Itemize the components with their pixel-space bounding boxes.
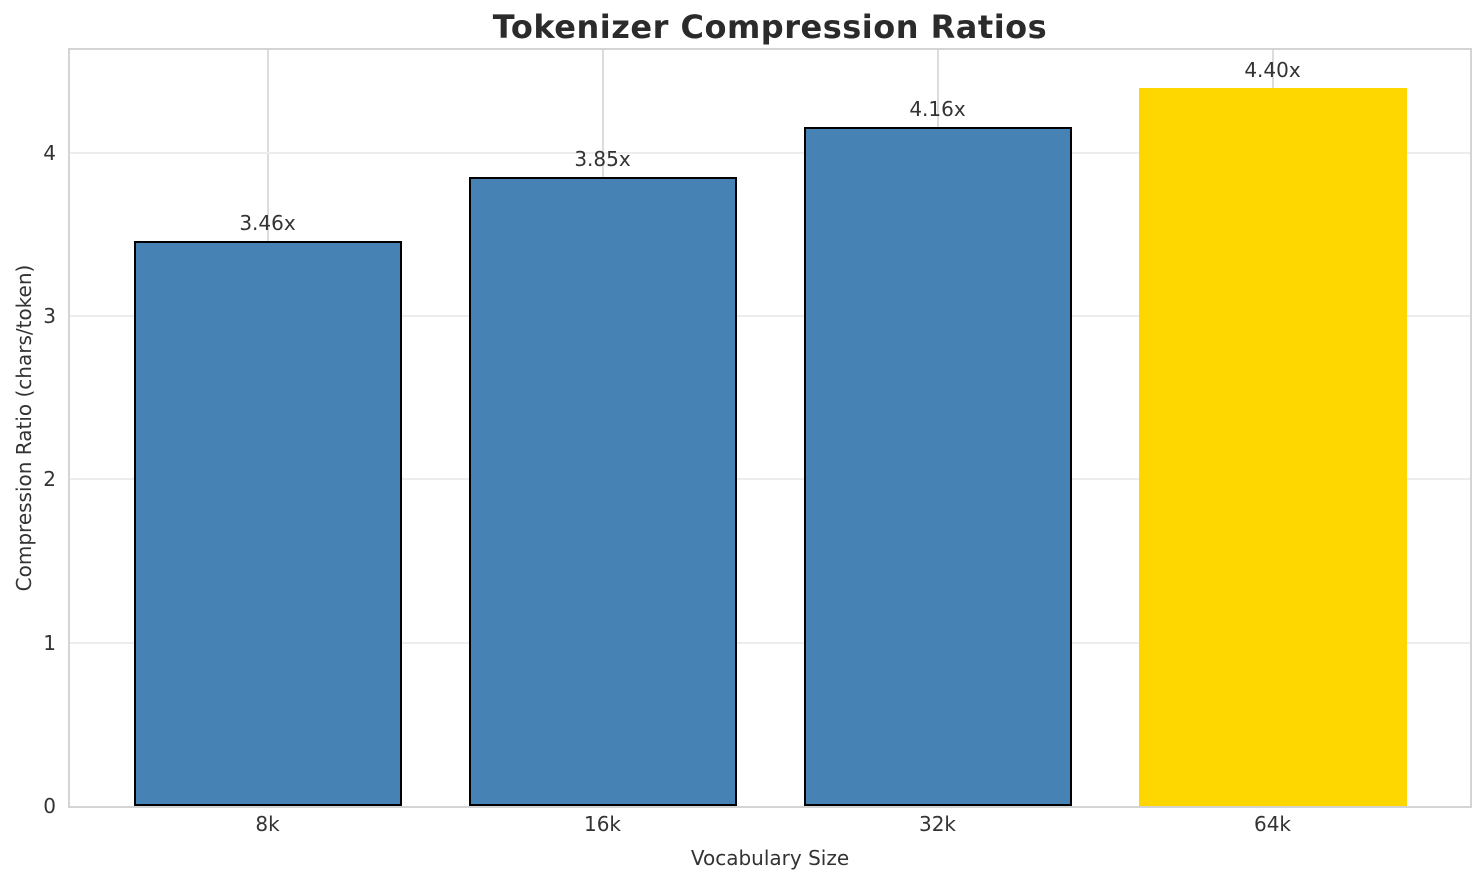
- y-tick-label: 4: [43, 140, 56, 165]
- bar-value-label: 4.16x: [909, 96, 966, 121]
- bar-8k: [133, 241, 402, 806]
- x-tick-label: 16k: [583, 812, 622, 836]
- y-tick-label: 2: [43, 467, 56, 492]
- x-tick-label: 64k: [1253, 812, 1292, 836]
- bar-value-label: 4.40x: [1244, 57, 1301, 82]
- h-gridline: [70, 151, 1470, 154]
- chart-title: Tokenizer Compression Ratios: [492, 8, 1048, 46]
- y-tick-label: 0: [43, 794, 56, 818]
- x-tick-label: 32k: [918, 812, 957, 836]
- h-gridline: [70, 478, 1470, 481]
- bar-value-label: 3.46x: [239, 211, 296, 236]
- bar-value-label: 3.85x: [574, 147, 631, 172]
- h-gridline: [70, 641, 1470, 644]
- x-tick-label: 8k: [255, 812, 280, 836]
- y-tick-label: 1: [43, 630, 56, 655]
- h-gridline: [70, 315, 1470, 318]
- y-tick-label: 3: [43, 304, 56, 329]
- bar-16k: [468, 177, 737, 806]
- bar-32k: [803, 126, 1072, 806]
- plot-area: 3.46x 3.85x 4.16x 4.40x: [68, 48, 1472, 808]
- x-axis-label: Vocabulary Size: [690, 846, 850, 870]
- bar-64k: [1138, 87, 1407, 806]
